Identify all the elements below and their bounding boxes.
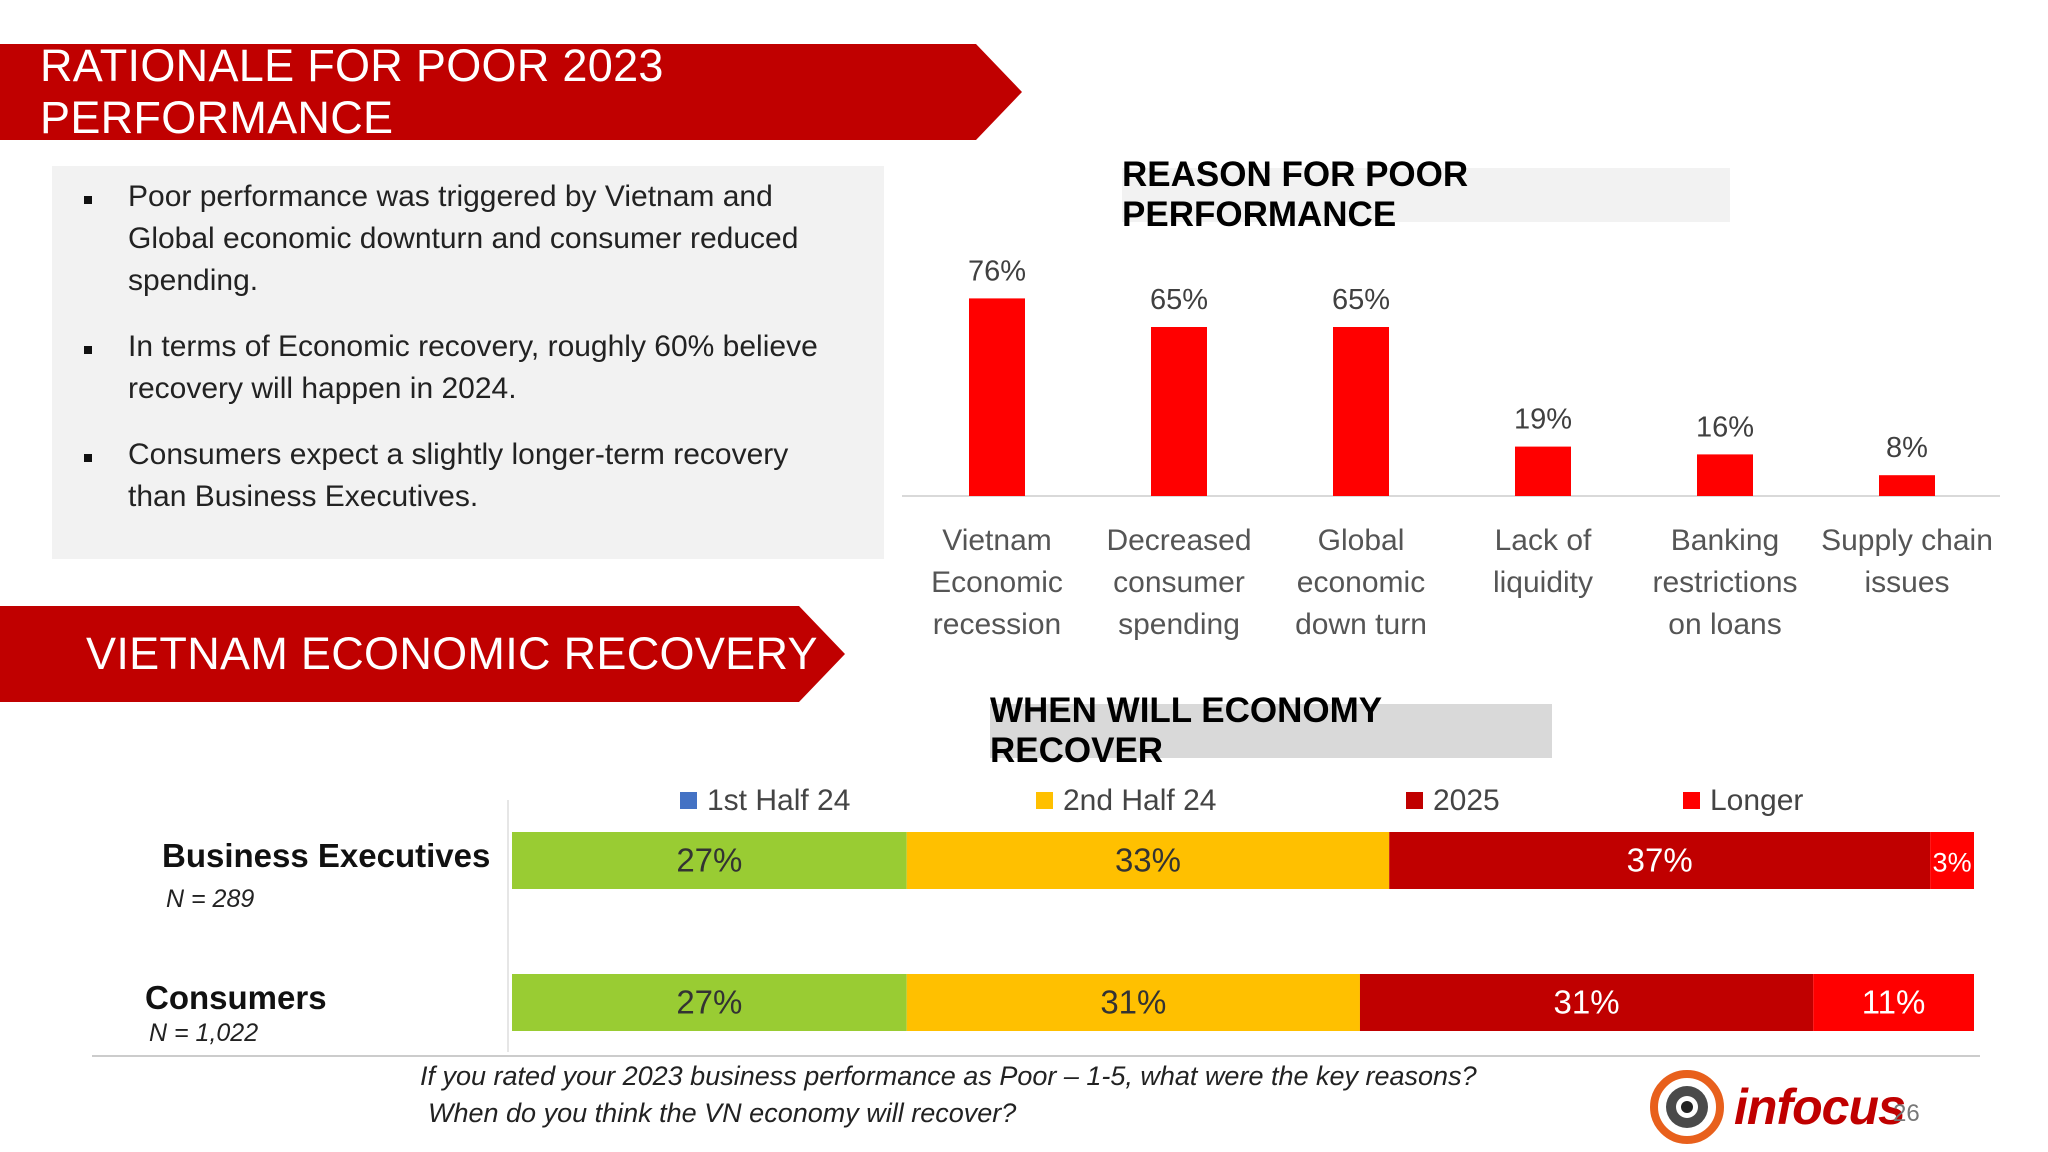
reason-category-label: liquidity — [1493, 566, 1593, 599]
recover-segment — [1389, 832, 1931, 889]
reason-category-label: on loans — [1668, 608, 1781, 641]
summary-bullet: In terms of Economic recovery, roughly 6… — [70, 326, 854, 410]
reason-category-label: recession — [933, 608, 1061, 641]
reason-value-label: 8% — [1886, 432, 1928, 464]
page-number: 26 — [1893, 1100, 1920, 1127]
footnote-line-1: If you rated your 2023 business performa… — [420, 1061, 1477, 1091]
legend-label: 2025 — [1433, 784, 1500, 817]
respondent-group-name: Business Executives — [162, 837, 490, 874]
summary-bullet-text: Consumers expect a slightly longer-term … — [128, 438, 789, 513]
recover-chart-title: WHEN WILL ECONOMY RECOVER — [990, 691, 1552, 770]
bullet-square-icon — [84, 196, 92, 204]
reason-category-label: Lack of — [1495, 524, 1592, 557]
reason-bar — [1879, 475, 1935, 496]
recover-segment-label: 3% — [1933, 848, 1972, 878]
reason-category-label: Supply chain — [1821, 524, 1993, 557]
legend-label: 1st Half 24 — [707, 784, 850, 817]
logo-wordmark-prefix: in — [1734, 1079, 1777, 1135]
recover-segment-label: 27% — [676, 842, 742, 879]
reason-category-label: down turn — [1295, 608, 1427, 641]
summary-bullet-text: Poor performance was triggered by Vietna… — [128, 180, 799, 297]
legend-swatch — [1683, 792, 1700, 809]
recover-segment — [512, 974, 907, 1031]
recover-segment-label: 31% — [1100, 984, 1166, 1021]
legend-label: 2nd Half 24 — [1063, 784, 1216, 817]
logo-wordmark: infocus — [1734, 1078, 1906, 1136]
respondent-sample-size: N = 1,022 — [149, 1019, 258, 1047]
respondent-sample-size: N = 289 — [166, 885, 254, 913]
recover-segment-label: 27% — [676, 984, 742, 1021]
recover-segment-label: 37% — [1627, 842, 1693, 879]
legend-swatch — [1406, 792, 1423, 809]
reason-value-label: 19% — [1514, 404, 1572, 436]
camera-lens-icon — [1650, 1070, 1724, 1144]
respondent-group-name: Consumers — [145, 979, 327, 1016]
footnote: If you rated your 2023 business performa… — [420, 1058, 1477, 1132]
reason-value-label: 65% — [1150, 284, 1208, 316]
summary-bullet: Consumers expect a slightly longer-term … — [70, 434, 854, 518]
reason-category-label: consumer — [1113, 566, 1245, 599]
rationale-banner: RATIONALE FOR POOR 2023 PERFORMANCE — [0, 44, 1022, 140]
reason-category-label: spending — [1118, 608, 1240, 641]
recover-segment-label: 31% — [1554, 984, 1620, 1021]
reason-bar-chart: 76% Vietnam Economic recession 65% Decreased c… — [902, 255, 2000, 641]
recover-segment — [1930, 832, 1974, 889]
reason-bar — [1151, 327, 1207, 496]
recovery-banner: VIETNAM ECONOMIC RECOVERY — [0, 606, 845, 702]
summary-box: Poor performance was triggered by Vietna… — [52, 166, 884, 559]
reason-category-label: issues — [1864, 566, 1949, 599]
reason-bar — [969, 298, 1025, 496]
reason-bar — [1333, 327, 1389, 496]
footnote-line-2: When do you think the VN economy will re… — [428, 1098, 1017, 1128]
recover-stacked-bar-chart: 1st Half 24 2nd Half 24 2025 Longer 27% 33% 37… — [92, 784, 1980, 1057]
recover-segment-label: 33% — [1115, 842, 1181, 879]
recover-segment — [1813, 974, 1974, 1031]
recover-segment-label: 11% — [1862, 984, 1926, 1021]
recovery-banner-title: VIETNAM ECONOMIC RECOVERY — [86, 628, 818, 679]
summary-bullet-text: In terms of Economic recovery, roughly 6… — [128, 330, 818, 405]
reason-category-label: restrictions — [1652, 566, 1797, 599]
bullet-square-icon — [84, 454, 92, 462]
legend-swatch — [1036, 792, 1053, 809]
reason-category-label: Vietnam — [942, 524, 1052, 557]
reason-value-label: 76% — [968, 255, 1026, 287]
recover-segment — [906, 832, 1390, 889]
reason-category-label: Banking — [1671, 524, 1779, 557]
recover-segment — [906, 974, 1360, 1031]
reason-value-label: 65% — [1332, 284, 1390, 316]
reason-category-label: Decreased — [1106, 524, 1251, 557]
infocus-logo: infocus — [1650, 1070, 1906, 1144]
recover-segment — [1359, 974, 1814, 1031]
reason-category-label: economic — [1297, 566, 1425, 599]
legend-label: Longer — [1710, 784, 1803, 817]
legend-swatch — [680, 792, 697, 809]
summary-bullet: Poor performance was triggered by Vietna… — [70, 176, 854, 302]
rationale-banner-title: RATIONALE FOR POOR 2023 PERFORMANCE — [40, 40, 664, 143]
reason-chart-title: REASON FOR POOR PERFORMANCE — [1122, 155, 1730, 234]
reason-category-label: Economic — [931, 566, 1063, 599]
recover-segment — [512, 832, 907, 889]
reason-bar — [1697, 454, 1753, 496]
reason-bar — [1515, 446, 1571, 496]
bullet-square-icon — [84, 346, 92, 354]
reason-value-label: 16% — [1696, 411, 1754, 443]
logo-wordmark-suffix: focus — [1776, 1079, 1905, 1135]
reason-category-label: Global — [1318, 524, 1405, 557]
